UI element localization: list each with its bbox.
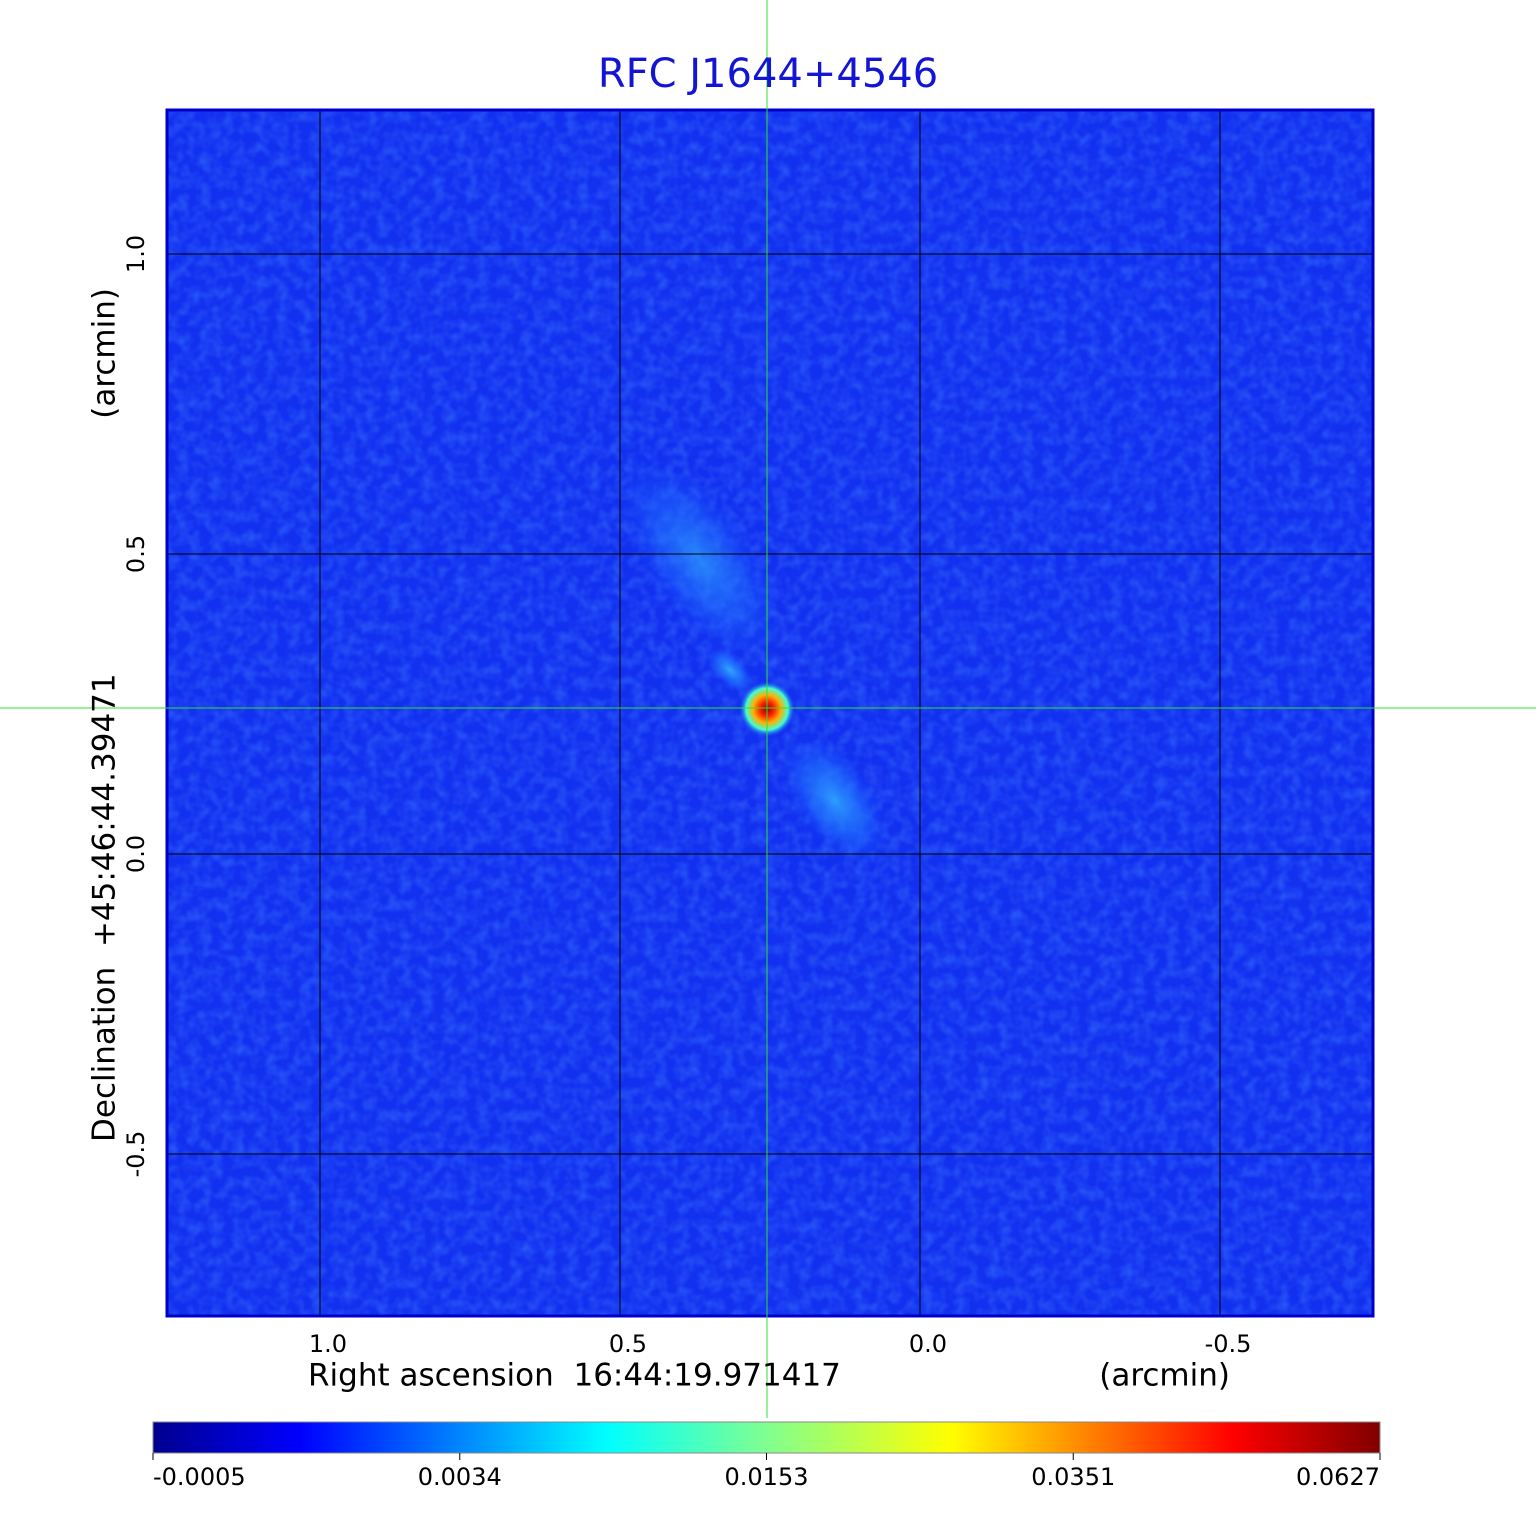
y-axis-unit: (arcmin)	[87, 288, 123, 419]
colorbar-tick-label: 0.0034	[418, 1463, 502, 1491]
colorbar-tick-label: 0.0153	[725, 1463, 809, 1491]
y-tick-label: -0.5	[122, 1131, 150, 1178]
plot-frame	[165, 108, 1375, 1318]
y-axis-label: Declination +45:46:44.39471	[87, 673, 123, 1142]
grid	[167, 110, 1373, 1316]
colorbar-tick-label: 0.0627	[1296, 1463, 1380, 1491]
colorbar-tick-label: -0.0005	[153, 1463, 246, 1491]
chart-title: RFC J1644+4546	[598, 51, 938, 97]
x-axis-label: Right ascension 16:44:19.971417	[308, 1358, 841, 1394]
colorbar	[152, 1421, 1381, 1454]
x-tick-label: -0.5	[1205, 1330, 1252, 1358]
x-tick-label: 1.0	[309, 1330, 347, 1358]
y-tick-label: 1.0	[122, 235, 150, 273]
x-axis-unit: (arcmin)	[1099, 1358, 1230, 1394]
y-tick-label: 0.5	[122, 535, 150, 573]
sky-image	[167, 110, 1373, 1316]
x-tick-label: 0.5	[609, 1330, 647, 1358]
x-tick-label: 0.0	[909, 1330, 947, 1358]
colorbar-tick-label: 0.0351	[1031, 1463, 1115, 1491]
y-tick-label: 0.0	[122, 835, 150, 873]
